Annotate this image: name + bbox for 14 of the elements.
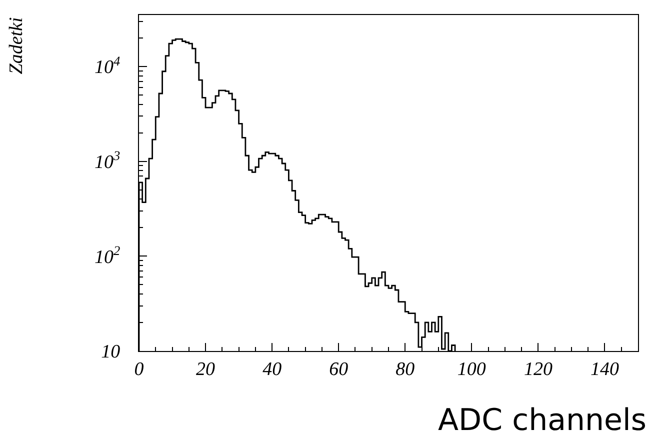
y-tick-label: 10$^{3}$	[94, 148, 120, 174]
x-tick-label: 0	[134, 358, 144, 380]
x-tick-label: 140	[590, 358, 620, 380]
y-tick-label: 10$^{2}$	[94, 242, 120, 268]
y-tick-label: 10$^{4}$	[94, 53, 120, 78]
y-tick-label: 10	[101, 342, 121, 363]
x-tick-label: 120	[524, 358, 553, 380]
x-axis-title: ADC channels	[438, 403, 646, 438]
x-tick-label: 40	[262, 358, 282, 380]
x-tick-label: 80	[396, 358, 416, 380]
y-axis-title: Zadetki	[6, 17, 28, 74]
x-tick-label: 20	[196, 358, 216, 380]
x-tick-label: 60	[329, 358, 349, 380]
x-tick-label: 100	[457, 358, 486, 380]
